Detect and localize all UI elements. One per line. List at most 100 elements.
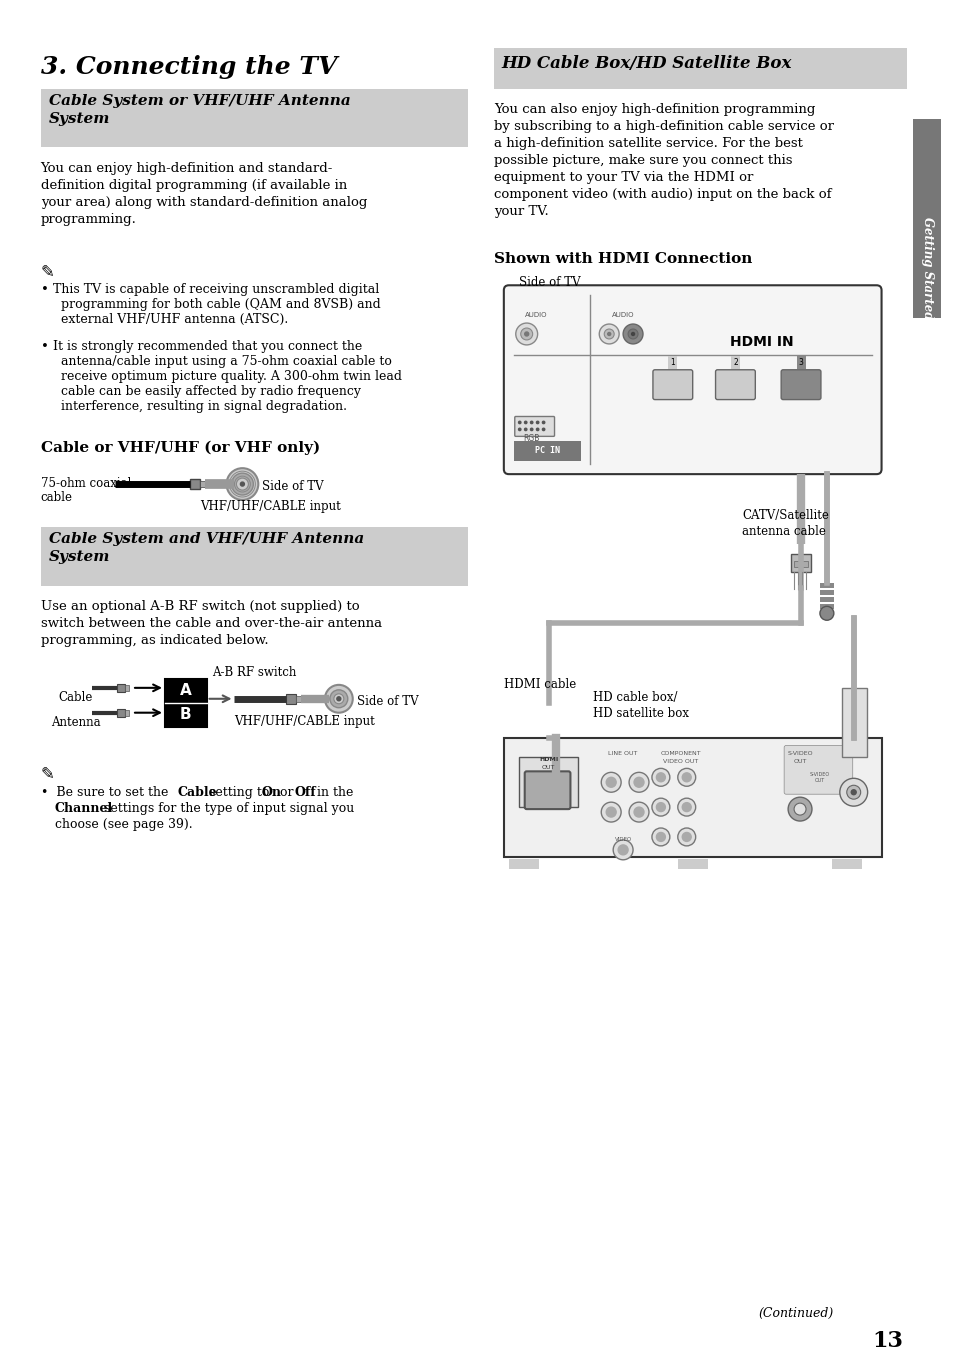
- Bar: [819, 598, 833, 602]
- Circle shape: [681, 803, 691, 812]
- Circle shape: [530, 422, 533, 423]
- Bar: [508, 858, 538, 869]
- Bar: [912, 119, 941, 319]
- Text: programming.: programming.: [41, 213, 136, 225]
- Text: component video (with audio) input on the back of: component video (with audio) input on th…: [494, 188, 830, 201]
- Text: This TV is capable of receiving unscrambled digital: This TV is capable of receiving unscramb…: [52, 283, 378, 297]
- Text: Use an optional A-B RF switch (not supplied) to: Use an optional A-B RF switch (not suppl…: [41, 601, 359, 613]
- Text: PC IN: PC IN: [535, 446, 559, 456]
- Bar: [494, 47, 906, 89]
- Bar: [117, 709, 125, 717]
- Text: HDMI cable: HDMI cable: [503, 678, 576, 692]
- Text: or: or: [276, 786, 297, 799]
- Circle shape: [634, 807, 643, 818]
- Text: VIDEO OUT: VIDEO OUT: [662, 759, 698, 765]
- Bar: [190, 479, 199, 490]
- Circle shape: [530, 428, 533, 431]
- Text: antenna cable: antenna cable: [741, 525, 825, 538]
- Text: external VHF/UHF antenna (ATSC).: external VHF/UHF antenna (ATSC).: [52, 313, 288, 325]
- Bar: [790, 553, 810, 571]
- Circle shape: [613, 839, 633, 860]
- Text: settings for the type of input signal you: settings for the type of input signal yo…: [100, 803, 355, 815]
- Bar: [286, 694, 295, 704]
- Bar: [793, 560, 807, 567]
- Bar: [165, 679, 207, 727]
- Text: It is strongly recommended that you connect the: It is strongly recommended that you conn…: [52, 340, 361, 353]
- Circle shape: [536, 428, 538, 431]
- FancyBboxPatch shape: [524, 772, 570, 810]
- Circle shape: [656, 803, 664, 812]
- FancyBboxPatch shape: [781, 370, 821, 400]
- Text: 1: 1: [670, 358, 675, 367]
- Circle shape: [846, 785, 860, 799]
- Text: 3. Connecting the TV: 3. Connecting the TV: [41, 54, 336, 79]
- Circle shape: [605, 807, 616, 818]
- Text: •: •: [41, 283, 49, 297]
- Text: receive optimum picture quality. A 300-ohm twin lead: receive optimum picture quality. A 300-o…: [52, 370, 401, 382]
- Circle shape: [336, 697, 340, 701]
- Bar: [125, 709, 129, 716]
- Text: S-VIDEO
OUT: S-VIDEO OUT: [809, 773, 829, 784]
- Circle shape: [330, 690, 348, 708]
- Circle shape: [600, 803, 620, 822]
- Text: Cable System and VHF/UHF Antenna
System: Cable System and VHF/UHF Antenna System: [49, 532, 363, 564]
- Text: OUT: OUT: [793, 759, 806, 765]
- Text: programming, as indicated below.: programming, as indicated below.: [41, 635, 268, 647]
- Text: VHF/UHF/CABLE input: VHF/UHF/CABLE input: [234, 715, 375, 728]
- Text: You can also enjoy high-definition programming: You can also enjoy high-definition progr…: [494, 103, 815, 117]
- Text: CATV/Satellite: CATV/Satellite: [741, 508, 828, 522]
- Circle shape: [518, 422, 520, 423]
- Bar: [819, 590, 833, 595]
- Text: Side of TV: Side of TV: [356, 694, 418, 708]
- Circle shape: [618, 845, 627, 854]
- Text: AUDIO: AUDIO: [525, 312, 547, 319]
- Circle shape: [627, 330, 638, 339]
- Text: Off: Off: [294, 786, 315, 799]
- Text: switch between the cable and over-the-air antenna: switch between the cable and over-the-ai…: [41, 617, 381, 631]
- Text: your TV.: your TV.: [494, 205, 548, 218]
- Circle shape: [681, 833, 691, 842]
- Text: possible picture, make sure you connect this: possible picture, make sure you connect …: [494, 155, 792, 167]
- Text: ✎: ✎: [41, 765, 54, 784]
- Circle shape: [677, 769, 695, 786]
- Circle shape: [524, 428, 526, 431]
- FancyBboxPatch shape: [503, 285, 881, 475]
- Circle shape: [236, 479, 248, 490]
- Circle shape: [542, 428, 544, 431]
- Text: VHF/UHF/CABLE input: VHF/UHF/CABLE input: [199, 500, 340, 513]
- Text: 2: 2: [732, 358, 737, 367]
- Circle shape: [651, 829, 669, 846]
- Text: COMPONENT: COMPONENT: [659, 751, 700, 757]
- Bar: [841, 687, 865, 758]
- Circle shape: [334, 694, 343, 704]
- Bar: [819, 605, 833, 609]
- Text: OUT: OUT: [541, 765, 555, 770]
- FancyBboxPatch shape: [515, 416, 554, 437]
- Text: Shown with HDMI Connection: Shown with HDMI Connection: [494, 252, 752, 267]
- Circle shape: [240, 483, 244, 485]
- Circle shape: [793, 803, 805, 815]
- Text: You can enjoy high-definition and standard-: You can enjoy high-definition and standa…: [41, 161, 333, 175]
- Text: (Continued): (Continued): [758, 1307, 833, 1321]
- Bar: [41, 89, 468, 146]
- Circle shape: [232, 473, 253, 495]
- Circle shape: [524, 422, 526, 423]
- FancyBboxPatch shape: [783, 746, 852, 795]
- Text: antenna/cable input using a 75-ohm coaxial cable to: antenna/cable input using a 75-ohm coaxi…: [52, 355, 391, 367]
- Circle shape: [607, 332, 610, 335]
- Text: 3: 3: [798, 358, 802, 367]
- Circle shape: [598, 324, 618, 344]
- Text: A-B RF switch: A-B RF switch: [212, 666, 295, 679]
- Text: VIDEO: VIDEO: [614, 837, 631, 842]
- Circle shape: [656, 833, 664, 842]
- Text: RGB: RGB: [523, 434, 539, 443]
- Circle shape: [634, 777, 643, 788]
- Circle shape: [603, 330, 614, 339]
- Text: HD satellite box: HD satellite box: [593, 706, 689, 720]
- Text: 75-ohm coaxial: 75-ohm coaxial: [41, 477, 131, 490]
- Text: HDMI: HDMI: [538, 758, 558, 762]
- Circle shape: [325, 685, 353, 713]
- Text: Side of TV: Side of TV: [518, 277, 579, 289]
- Text: choose (see page 39).: choose (see page 39).: [54, 818, 192, 831]
- Text: HD Cable Box/HD Satellite Box: HD Cable Box/HD Satellite Box: [501, 54, 791, 72]
